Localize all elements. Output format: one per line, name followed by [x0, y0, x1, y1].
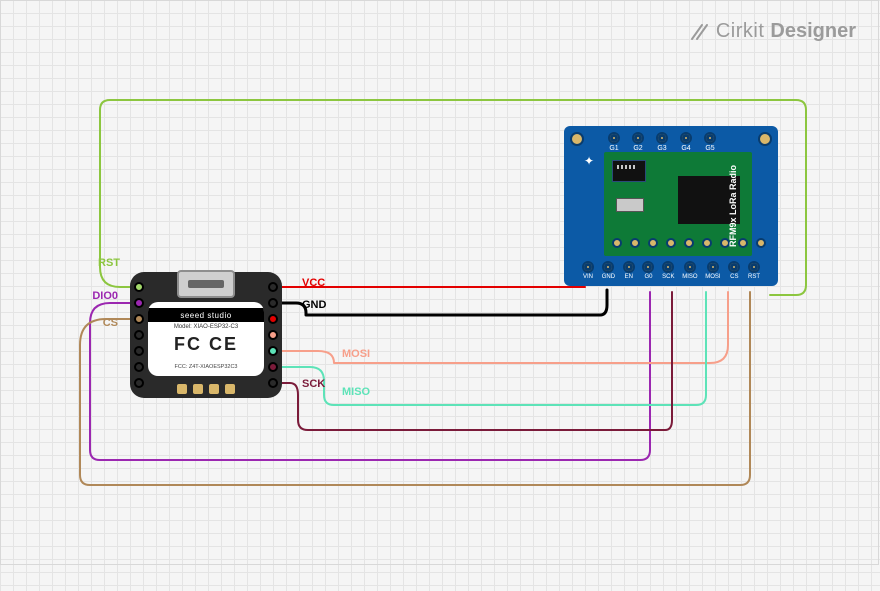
xiao-pin-gnd[interactable]	[268, 298, 278, 308]
wire-label-gnd: GND	[302, 299, 327, 311]
xiao-fcc-text: FCC: Z4T-XIAOESP32C3	[148, 364, 264, 370]
xiao-pin-d5[interactable]	[134, 362, 144, 372]
xiao-cert-marks: FC CE	[148, 334, 264, 355]
xiao-pin-d7[interactable]	[268, 378, 278, 388]
wire-miso[interactable]	[276, 292, 706, 405]
xiao-usb-connector	[177, 270, 235, 298]
xiao-model-text: Model: XIAO-ESP32-C3	[148, 324, 264, 330]
adafruit-star-icon: ✦	[584, 154, 594, 168]
xiao-pin-d3[interactable]	[134, 330, 144, 340]
rfm-pin-g0[interactable]: G0	[642, 261, 654, 280]
rfm-side-label: RFM9x LoRa Radio	[728, 165, 738, 247]
diagram-canvas: Cirkit Designer RSTDIO0CSVCCGNDMOSIMISOS…	[0, 0, 880, 591]
wire-label-miso: MISO	[342, 386, 371, 398]
rfm-pin-g5[interactable]: G5	[704, 132, 716, 152]
mount-hole	[758, 132, 772, 146]
xiao-pin-d9[interactable]	[268, 346, 278, 356]
rfm-pin-g3[interactable]: G3	[656, 132, 668, 152]
xiao-pin-5v[interactable]	[268, 282, 278, 292]
xiao-pin-d1[interactable]	[134, 298, 144, 308]
rfm-pin-g4[interactable]: G4	[680, 132, 692, 152]
mount-hole	[570, 132, 584, 146]
xiao-pin-d10[interactable]	[268, 330, 278, 340]
xiao-pin-d2[interactable]	[134, 314, 144, 324]
rfm-pin-mosi[interactable]: MOSI	[705, 261, 720, 280]
rfm-pin-sck[interactable]: SCK	[662, 261, 674, 280]
xiao-sticker: seeed studio Model: XIAO-ESP32-C3 FC CE …	[148, 302, 264, 376]
xiao-pin-d4[interactable]	[134, 346, 144, 356]
rfm-bottom-pin-row: VIN GND EN G0 SCK MISO MOSI CS RST	[582, 261, 760, 280]
component-rfm9x-lora[interactable]: ✦ G1 G2 G3 G4 G5 RFM9x LoRa Radio VIN GND EN G0…	[564, 126, 778, 286]
xiao-brand-bar: seeed studio	[148, 308, 264, 322]
rfm-inner-pins	[612, 238, 766, 248]
wire-label-rst: RST	[98, 257, 120, 269]
wire-sck[interactable]	[276, 292, 672, 430]
rfm-crystal	[616, 198, 644, 212]
rfm-pin-g1[interactable]: G1	[608, 132, 620, 152]
xiao-pin-d0[interactable]	[134, 282, 144, 292]
xiao-pin-d6[interactable]	[134, 378, 144, 388]
xiao-pin-3v3[interactable]	[268, 314, 278, 324]
xiao-pin-d8[interactable]	[268, 362, 278, 372]
rfm-pin-rst[interactable]: RST	[748, 261, 760, 280]
xiao-right-pin-row	[268, 282, 278, 388]
xiao-bottom-pads	[177, 384, 235, 394]
rfm-pin-vin[interactable]: VIN	[582, 261, 594, 280]
rfm-pin-miso[interactable]: MISO	[682, 261, 697, 280]
wire-label-mosi: MOSI	[342, 348, 370, 360]
wire-label-dio0: DIO0	[92, 290, 118, 302]
rfm-top-pin-row: G1 G2 G3 G4 G5	[608, 132, 716, 152]
wire-label-vcc: VCC	[302, 277, 325, 289]
xiao-left-pin-row	[134, 282, 144, 388]
component-xiao-esp32c3[interactable]: seeed studio Model: XIAO-ESP32-C3 FC CE …	[130, 272, 282, 398]
wire-label-cs: CS	[103, 317, 118, 329]
rfm-pin-en[interactable]: EN	[623, 261, 635, 280]
rfm-pin-cs[interactable]: CS	[728, 261, 740, 280]
wire-label-sck: SCK	[302, 378, 325, 390]
rfm-pin-g2[interactable]: G2	[632, 132, 644, 152]
rfm-chip-small	[612, 160, 646, 182]
rfm-pin-gnd[interactable]: GND	[602, 261, 615, 280]
